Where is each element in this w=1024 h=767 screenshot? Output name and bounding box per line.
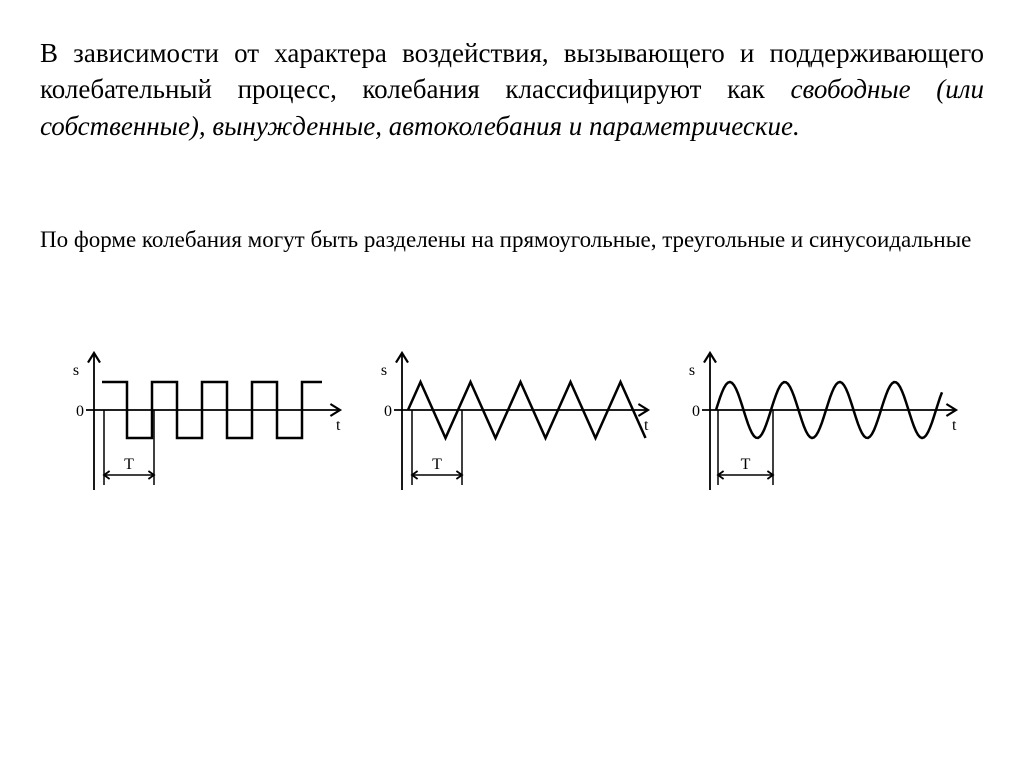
svg-text:t: t xyxy=(644,417,649,434)
svg-text:s: s xyxy=(381,362,387,379)
square-wave-diagram: s 0 t T xyxy=(54,345,354,510)
svg-text:T: T xyxy=(124,456,134,473)
svg-text:t: t xyxy=(952,417,957,434)
svg-text:0: 0 xyxy=(76,403,84,420)
svg-text:0: 0 xyxy=(692,403,700,420)
svg-text:t: t xyxy=(336,417,341,434)
svg-text:T: T xyxy=(741,456,751,473)
svg-text:s: s xyxy=(689,362,695,379)
svg-text:s: s xyxy=(73,362,79,379)
paragraph-classification: В зависимости от характера воздействия, … xyxy=(40,35,984,144)
waveform-diagrams: s 0 t T s 0 t T s 0 t T xyxy=(40,345,984,510)
sine-wave-diagram: s 0 t T xyxy=(670,345,970,510)
svg-text:T: T xyxy=(432,456,442,473)
svg-text:0: 0 xyxy=(384,403,392,420)
paragraph-waveforms: По форме колебания могут быть разделены … xyxy=(40,224,984,255)
triangle-wave-diagram: s 0 t T xyxy=(362,345,662,510)
